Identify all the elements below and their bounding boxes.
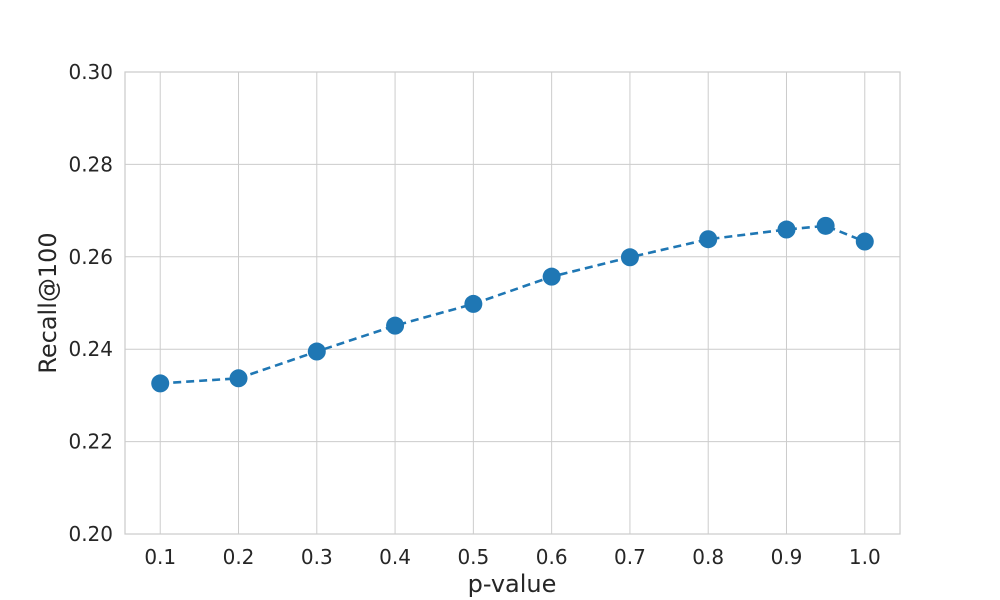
y-axis-label: Recall@100 [34,232,62,373]
data-point [307,342,326,361]
x-tick-label: 0.7 [614,545,646,569]
y-tick-label: 0.30 [68,60,113,84]
x-tick-label: 0.6 [536,545,568,569]
y-tick-label: 0.26 [68,245,113,269]
plot-frame [124,71,901,535]
y-tick-label: 0.24 [68,337,113,361]
series [151,216,874,393]
data-point [777,220,796,239]
x-tick-label: 1.0 [849,545,881,569]
y-tick-label: 0.22 [68,430,113,454]
x-tick-label: 0.4 [379,545,411,569]
series-group [151,216,874,393]
x-tick-label: 0.8 [692,545,724,569]
data-point [620,248,639,267]
data-point [855,232,874,251]
data-point [816,216,835,235]
y-tick-label: 0.28 [68,152,113,176]
x-axis-label: p-value [468,570,557,598]
x-tick-label: 0.2 [223,545,255,569]
x-tick-label: 0.5 [457,545,489,569]
x-tick-label: 0.9 [771,545,803,569]
x-axis-ticks: 0.1 0.2 0.3 0.4 0.5 0.6 0.7 0.8 0.9 1.0 [144,545,880,569]
series-line [160,224,866,385]
grid [125,71,900,535]
data-point [699,230,718,249]
y-tick-label: 0.20 [68,522,113,546]
x-tick-label: 0.3 [301,545,333,569]
data-point [542,267,561,286]
x-tick-label: 0.1 [144,545,176,569]
data-point [386,316,405,335]
y-axis-ticks: 0.20 0.22 0.24 0.26 0.28 0.30 [68,60,113,546]
data-point [464,294,483,313]
data-point [151,374,170,393]
data-point [229,369,248,388]
